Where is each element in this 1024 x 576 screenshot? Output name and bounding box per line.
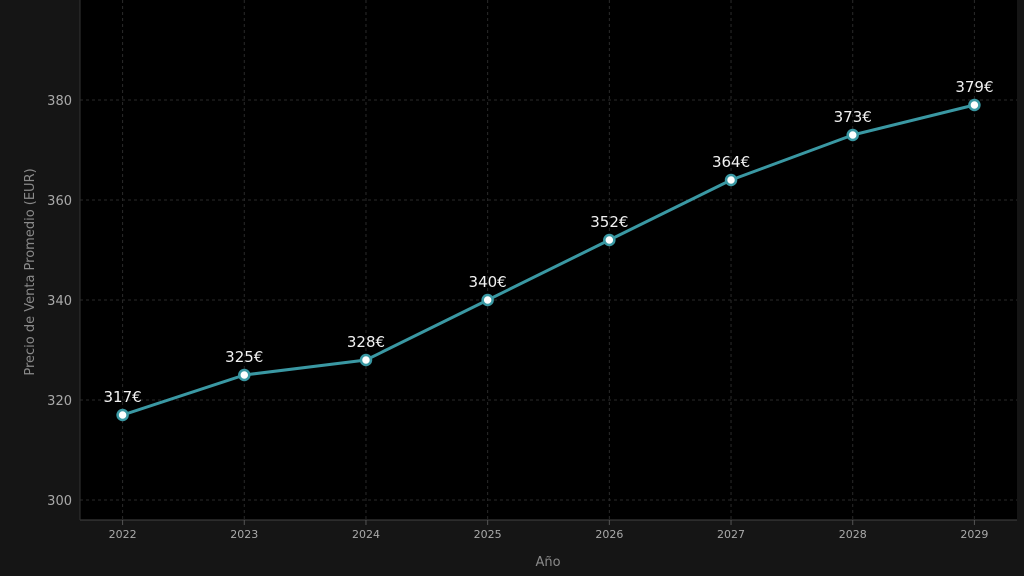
x-axis-title: Año	[535, 555, 560, 570]
x-tick-label: 2028	[839, 528, 867, 541]
y-tick-label: 360	[47, 194, 72, 209]
data-label: 364€	[712, 153, 750, 171]
data-point	[481, 293, 494, 307]
x-tick-label: 2026	[595, 528, 623, 541]
data-labels: 317€ 325€ 328€ 340€ 352€ 364€ 373€ 379€	[103, 78, 993, 406]
data-label: 379€	[955, 78, 993, 96]
series-line	[121, 103, 976, 417]
y-tick-label: 380	[47, 94, 72, 109]
y-tick-label: 300	[47, 494, 72, 509]
grid	[80, 0, 1017, 520]
x-tick-label: 2029	[960, 528, 988, 541]
data-label: 328€	[347, 333, 385, 351]
x-tick-label: 2025	[474, 528, 502, 541]
y-axis-ticks: 300 320 340 360 380	[47, 94, 72, 509]
data-point	[116, 408, 129, 422]
data-point	[968, 98, 981, 112]
x-tick-label: 2024	[352, 528, 380, 541]
x-tick-label: 2027	[717, 528, 745, 541]
y-tick-label: 340	[47, 294, 72, 309]
x-tick-label: 2022	[109, 528, 137, 541]
y-tick-label: 320	[47, 394, 72, 409]
data-label: 340€	[469, 273, 507, 291]
plot-area	[80, 0, 1017, 520]
data-label: 352€	[590, 213, 628, 231]
data-points	[116, 98, 981, 422]
data-point	[724, 173, 738, 187]
data-label: 317€	[103, 388, 141, 406]
y-axis-title: Precio de Venta Promedio (EUR)	[23, 168, 38, 375]
x-tick-label: 2023	[230, 528, 258, 541]
data-point	[359, 353, 373, 367]
data-point	[846, 128, 859, 142]
x-axis-ticks: 2022 2023 2024 2025 2026 2027 2028 2029	[109, 520, 988, 541]
data-label: 373€	[834, 108, 872, 126]
data-point	[238, 368, 251, 382]
data-label: 325€	[225, 348, 263, 366]
data-point	[603, 233, 616, 247]
